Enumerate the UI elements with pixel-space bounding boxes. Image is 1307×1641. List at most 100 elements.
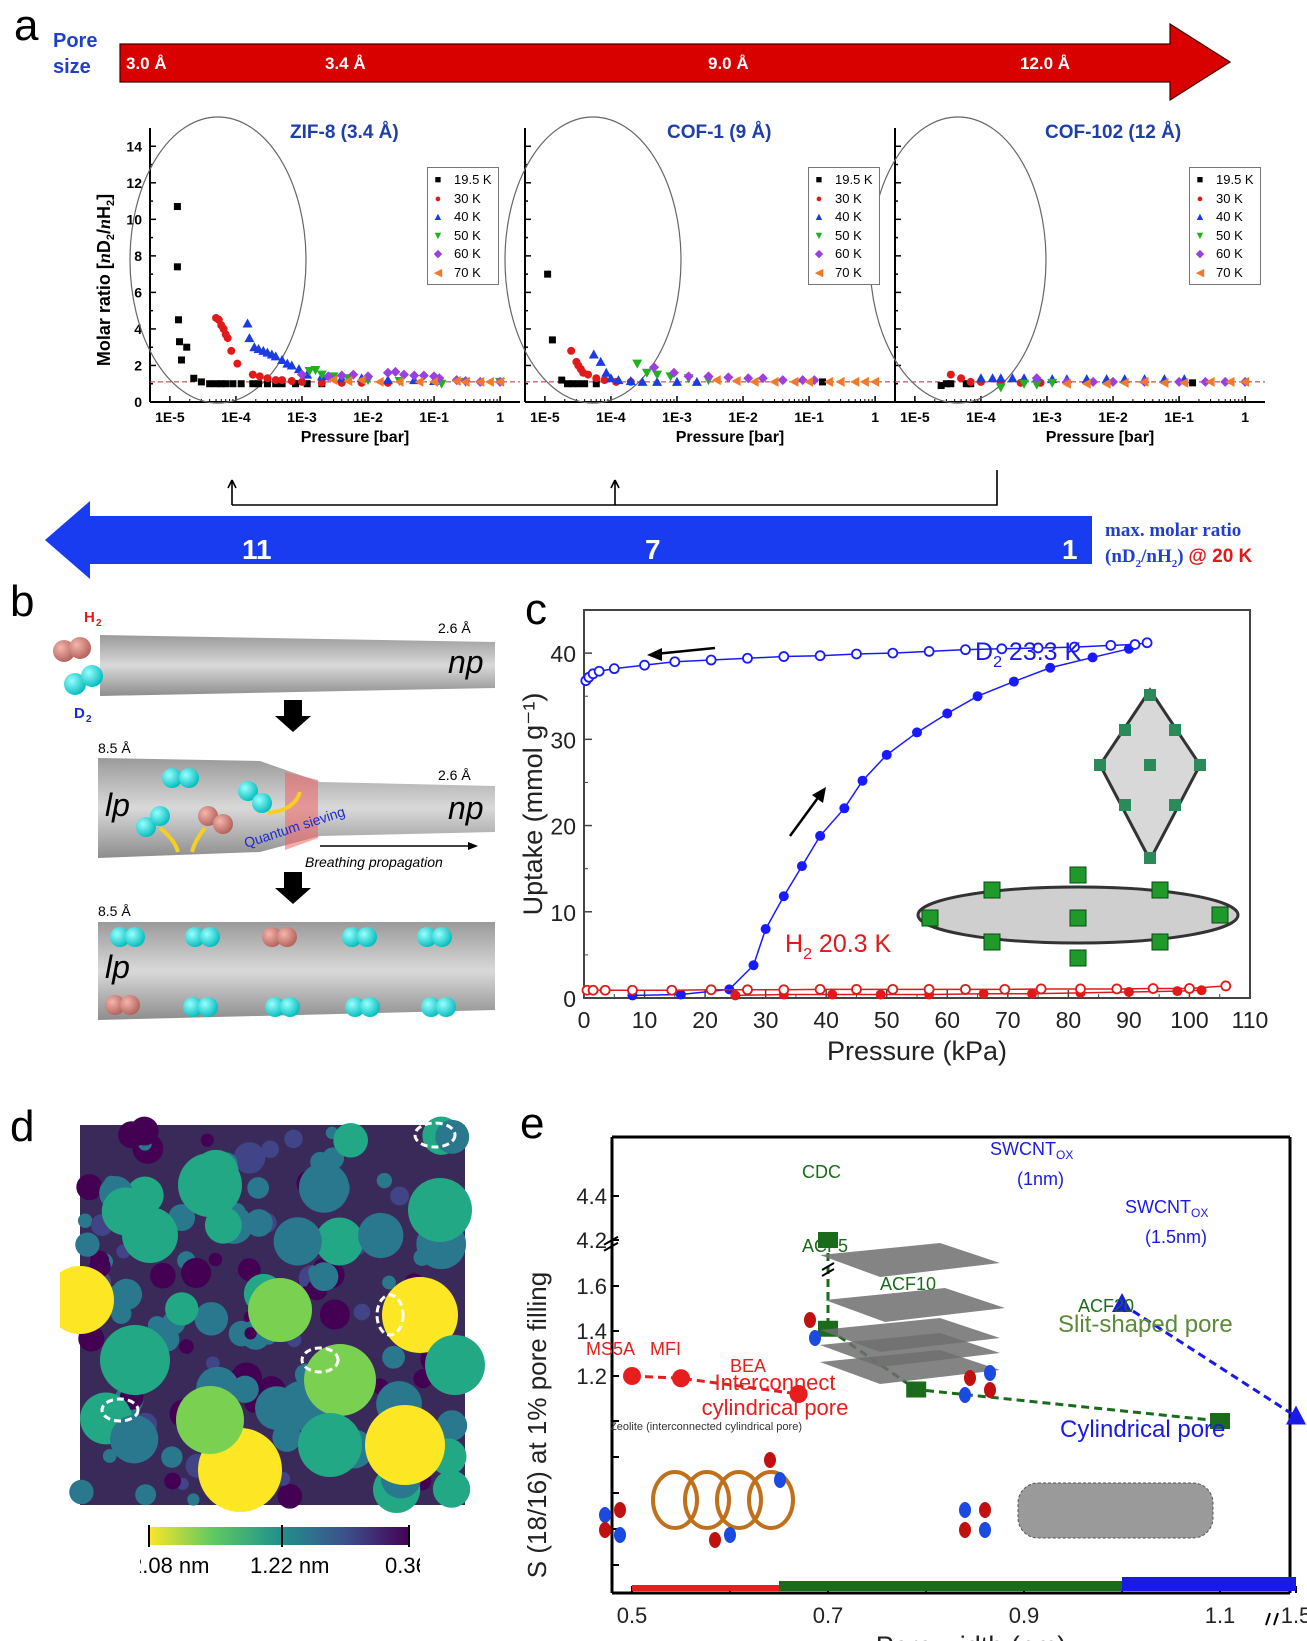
data-point (1061, 378, 1071, 389)
pore-sphere-small (390, 1186, 410, 1206)
data-point (777, 375, 788, 386)
pore-sphere-large (122, 1207, 178, 1263)
chart-a2-title: COF-1 (9 Å) (667, 122, 772, 143)
data-point (233, 359, 242, 368)
pore-size-label: Pore size (53, 28, 97, 80)
framework-open-shape (1098, 687, 1202, 864)
label-swcnt-15nm-size: (1.5nm) (1145, 1227, 1207, 1247)
data-point (1019, 379, 1030, 389)
pore-sphere-small (118, 1121, 145, 1149)
data-point (544, 270, 552, 278)
pore-sphere-medium (165, 1292, 199, 1326)
data-point (666, 984, 678, 996)
data-point (592, 374, 601, 383)
data-point (652, 376, 663, 386)
range-bar-zeolite (632, 1585, 799, 1591)
annotation-cylindrical-pore: Cylindrical pore (1060, 1416, 1225, 1443)
data-point (923, 983, 935, 995)
isotope-molecule (599, 1522, 611, 1538)
data-point (176, 338, 184, 346)
data-point (595, 356, 606, 366)
data-point (857, 775, 868, 786)
data-point (839, 803, 850, 814)
data-point (748, 960, 759, 971)
metal-node (1169, 799, 1181, 811)
pore-sphere-large (178, 1153, 242, 1217)
metal-node (1069, 909, 1087, 927)
pore-sphere-medium (315, 1217, 364, 1266)
highlight-dashed-ellipse (100, 1397, 140, 1423)
data-point (946, 370, 955, 379)
data-point (263, 374, 272, 383)
data-point (292, 380, 300, 388)
pore-sphere-medium (110, 1415, 159, 1464)
pore-sphere-small (237, 1258, 261, 1281)
metal-node (1119, 724, 1131, 736)
lp-label: lp (105, 787, 130, 823)
pore-sphere-small (244, 1327, 257, 1340)
x-tick-label: 1E-1 (1164, 409, 1194, 425)
svg-text:2: 2 (86, 714, 92, 725)
x-tick-label: 20 (692, 1007, 718, 1033)
data-point (814, 650, 826, 662)
data-point (649, 362, 660, 373)
data-point (814, 983, 826, 995)
annotation-interconnect-2: cylindrical pore (702, 1395, 849, 1420)
x-tick-label: 1E-2 (1098, 409, 1128, 425)
data-point (270, 351, 281, 361)
pore-sphere-medium (435, 1119, 470, 1154)
metal-node (1144, 759, 1156, 771)
x-tick-label: 1.1 (1205, 1603, 1236, 1628)
pore-sphere-small (164, 1472, 181, 1490)
data-point (723, 372, 734, 383)
y-tick-label: 8 (134, 248, 142, 264)
data-point (731, 375, 741, 386)
pore-sphere-small (436, 1410, 468, 1441)
pore-sphere-small (247, 1177, 269, 1199)
pore-sphere-small (245, 1209, 273, 1237)
x-tick-label: 0.5 (617, 1603, 648, 1628)
x-tick-label: 1 (1241, 409, 1249, 425)
data-point (460, 376, 470, 387)
isotope-molecule (764, 1452, 776, 1468)
data-point (255, 380, 263, 388)
h2-label: H (84, 609, 95, 626)
data-point (1220, 376, 1231, 387)
x-tick-label: 1E-1 (419, 409, 449, 425)
data-point (1032, 642, 1044, 654)
metal-node (1144, 689, 1156, 701)
data-point (217, 380, 225, 388)
x-tick-label: 1E-4 (221, 409, 251, 425)
y-tick-label: 12 (126, 175, 142, 191)
pore-sphere-small (205, 1356, 220, 1371)
nanotube-body (1017, 1482, 1214, 1539)
data-point (1069, 641, 1080, 653)
data-point (304, 366, 315, 376)
y-tick-label: 1.2 (576, 1364, 607, 1389)
panel-d-letter: d (10, 1102, 35, 1151)
chart-a1-legend: ■ 19.5 K ● 30 K ▲ 40 K ▼ 50 K ◆ 60 K ◀ 70 K (427, 167, 499, 285)
x-tick-label: 1E-2 (353, 409, 383, 425)
data-point (390, 366, 401, 377)
zeolite-ring (651, 1470, 699, 1530)
pore-sphere-small (102, 1449, 117, 1463)
desorption-arrowhead (647, 648, 662, 661)
annotation-zeolite-caption: Zeolite (interconnected cylindrical pore… (610, 1421, 802, 1433)
connector-arrow-1 (227, 479, 237, 505)
isotope-molecule (959, 1387, 971, 1403)
data-point (942, 708, 953, 719)
highlight-ellipse (869, 116, 1047, 404)
x-tick-label: 50 (874, 1007, 900, 1033)
data-point (1184, 983, 1195, 994)
x-tick-label: 1E-5 (530, 409, 560, 425)
colorbar-label-mid: 1.22 nm (250, 1553, 330, 1578)
data-point (429, 376, 439, 387)
pore-sphere-medium (298, 1162, 350, 1213)
data-point (827, 989, 838, 1000)
pore-sphere-medium (273, 1217, 322, 1266)
x-tick-label: 1E-3 (287, 409, 317, 425)
metal-node (1069, 949, 1087, 967)
data-point (639, 659, 650, 671)
pore-sphere-small (76, 1174, 103, 1201)
x-tick-label: 0 (578, 1007, 591, 1033)
